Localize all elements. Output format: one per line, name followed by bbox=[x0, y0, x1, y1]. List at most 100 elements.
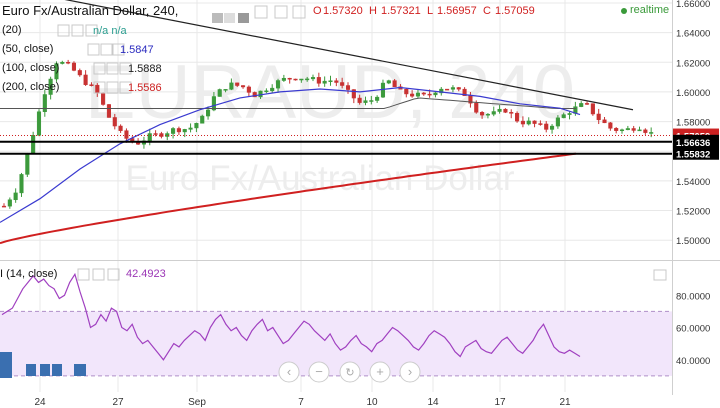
price-axis-tick-label: 1.66000 bbox=[676, 0, 710, 10]
candle-body bbox=[386, 80, 391, 84]
candle-body bbox=[310, 77, 316, 80]
candle-body bbox=[363, 100, 368, 103]
candle-body bbox=[194, 123, 199, 129]
candle-body bbox=[165, 133, 170, 137]
candle-body bbox=[480, 112, 485, 116]
candle-body bbox=[555, 117, 560, 127]
candle-body bbox=[182, 129, 187, 133]
candle-body bbox=[316, 77, 321, 84]
candle-body bbox=[223, 89, 228, 91]
candle-body bbox=[608, 122, 613, 129]
rsi-value: 42.4923 bbox=[126, 268, 166, 280]
candle-body bbox=[614, 128, 619, 131]
candle-body bbox=[509, 112, 514, 114]
candle-body bbox=[258, 90, 263, 98]
indicator-toolbar-icon bbox=[106, 62, 119, 75]
candle-body bbox=[637, 129, 642, 132]
trendline bbox=[64, 0, 634, 111]
ohlc-l-label: L bbox=[427, 5, 434, 17]
candle-body bbox=[42, 94, 47, 112]
navigation-block bbox=[26, 364, 36, 376]
candle-body bbox=[462, 88, 467, 97]
candle-body bbox=[77, 70, 82, 76]
candle-body bbox=[299, 78, 304, 81]
indicator-row-50: (50, close) bbox=[2, 43, 53, 55]
candle-body bbox=[281, 77, 286, 81]
price-axis-tick-label: 1.58000 bbox=[676, 118, 710, 129]
candle-body bbox=[404, 89, 409, 95]
candle-body bbox=[7, 199, 12, 207]
candle-body bbox=[619, 129, 625, 132]
candle-body bbox=[89, 84, 94, 86]
rsi-toolbar-icon bbox=[107, 268, 120, 281]
rsi-label: I (14, close) bbox=[0, 268, 58, 280]
nav-button bbox=[339, 361, 361, 383]
nav-button-circle bbox=[308, 361, 330, 383]
candle-body bbox=[153, 133, 158, 135]
indicator-toolbar-icon bbox=[85, 24, 98, 37]
candle-body bbox=[264, 90, 269, 93]
symbol-title: Euro Fx/Australian Dollar, 240, bbox=[2, 3, 179, 18]
time-axis-tick-label: 10 bbox=[366, 397, 378, 408]
candle-body bbox=[229, 82, 234, 90]
candle-body bbox=[538, 123, 543, 125]
candle-body bbox=[270, 87, 275, 92]
ohlc-c-value: 1.57059 bbox=[495, 5, 535, 17]
nav-button-circle bbox=[369, 361, 391, 383]
candle-body bbox=[159, 133, 164, 137]
indicator-value: n/a n/a bbox=[93, 25, 127, 37]
candle-body bbox=[445, 88, 450, 91]
candle-body bbox=[392, 80, 397, 87]
candle-body bbox=[240, 85, 246, 88]
candle-body bbox=[544, 123, 549, 130]
candle-body bbox=[491, 111, 496, 115]
price-axis-tick-label: 1.60000 bbox=[676, 88, 710, 99]
indicator-toolbar-icon bbox=[119, 62, 132, 75]
candle-body bbox=[322, 80, 327, 84]
candle-body bbox=[19, 174, 24, 194]
nav-button-circle bbox=[278, 361, 300, 383]
candle-body bbox=[60, 61, 65, 64]
candle-body bbox=[106, 104, 111, 118]
indicator-toolbar-icon bbox=[119, 81, 132, 94]
candle-body bbox=[643, 129, 648, 133]
rsi-axis-tick-label: 80.0000 bbox=[676, 291, 710, 302]
nav-reset-icon: ↻ bbox=[345, 367, 354, 379]
candle-body bbox=[450, 87, 455, 90]
price-badge-label: 1.56636 bbox=[676, 138, 710, 149]
candle-body bbox=[200, 115, 205, 124]
toolbar-button-icon bbox=[274, 5, 288, 19]
candle-body bbox=[36, 111, 42, 136]
time-axis-tick-label: 27 bbox=[112, 397, 124, 408]
candle-body bbox=[340, 82, 345, 86]
candle-body bbox=[485, 113, 490, 116]
candle-body bbox=[421, 92, 426, 95]
time-axis-tick-label: Sep bbox=[188, 397, 206, 408]
ohlc-h-label: H bbox=[369, 5, 377, 17]
toolbar-square-icon bbox=[212, 13, 223, 23]
candle-body bbox=[439, 88, 444, 94]
candle-body bbox=[124, 130, 129, 139]
candle-body bbox=[66, 61, 71, 64]
time-axis-tick-label: 14 bbox=[427, 397, 439, 408]
indicator-row-200: (200, close) bbox=[2, 81, 59, 93]
candle-body bbox=[602, 119, 607, 124]
price-axis-tick-label: 1.64000 bbox=[676, 29, 710, 40]
candle-body bbox=[54, 63, 59, 80]
candle-body bbox=[567, 113, 572, 115]
candle-body bbox=[293, 78, 298, 81]
candle-body bbox=[25, 153, 30, 175]
ohlc-h-value: 1.57321 bbox=[381, 5, 421, 17]
indicator-toolbar-icon bbox=[87, 43, 100, 56]
candle-body bbox=[631, 128, 636, 131]
indicator-toolbar-icon bbox=[112, 43, 125, 56]
candle-body bbox=[415, 92, 421, 97]
candle-body bbox=[328, 80, 333, 82]
time-axis-tick-label: 17 bbox=[494, 397, 506, 408]
rsi-line bbox=[1, 272, 581, 361]
candle-body bbox=[147, 133, 152, 142]
nav-zoom-in-icon: + bbox=[376, 364, 384, 379]
nav-button bbox=[369, 361, 391, 383]
